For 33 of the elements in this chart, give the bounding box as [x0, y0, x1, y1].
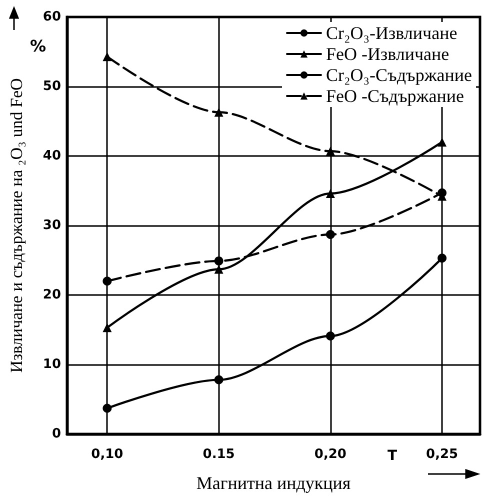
y-axis-title: Извличане и съдържание на ₂O₃ und FeO [7, 78, 26, 373]
point [102, 323, 112, 332]
point [326, 146, 335, 156]
legend-label: FeO -Съдържание [326, 86, 464, 106]
y-tick-label: 40 [42, 148, 61, 164]
point [214, 264, 224, 274]
y-tick-label: 10 [42, 357, 61, 372]
point [102, 276, 112, 286]
x-axis-title: Магнитна индукция [196, 473, 351, 493]
x-tick-label: 0,10 [91, 447, 124, 462]
text: T [387, 448, 398, 464]
x-tick-label: 0,20 [314, 447, 346, 462]
point [326, 189, 335, 198]
point [438, 254, 447, 263]
legend-label: Cr₂O₃-Извличане [326, 23, 458, 43]
point [438, 138, 447, 147]
y-tick-label: 60 [42, 10, 61, 24]
legend-label: FeO -Извличане [326, 44, 450, 64]
point [102, 404, 112, 413]
x-tick-label: 0.15 [202, 447, 235, 462]
point [214, 256, 224, 266]
y-tick-label: 0 [52, 426, 61, 442]
point [214, 108, 224, 117]
text: % [30, 36, 46, 56]
point [326, 332, 335, 340]
point [326, 230, 335, 240]
point [214, 375, 224, 384]
x-tick-label: 0,25 [426, 447, 458, 462]
y-tick-label: 20 [42, 288, 61, 302]
y-tick-label: 30 [42, 218, 61, 233]
y-tick-label: 50 [42, 79, 61, 94]
point [102, 52, 112, 62]
legend-label: Cr₂O₃-Съдържание [326, 65, 472, 85]
